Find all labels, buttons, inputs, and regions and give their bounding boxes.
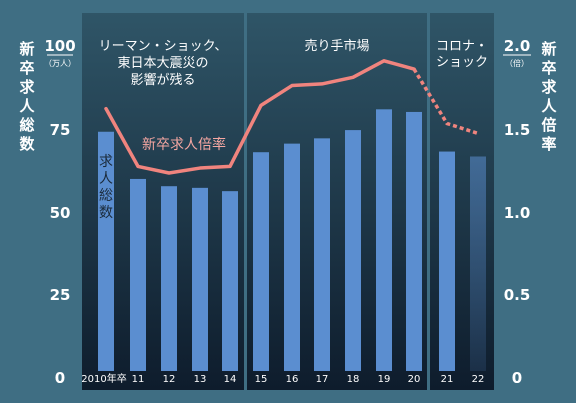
bar-6 [284, 143, 300, 371]
x-tick-0: 2010年卒 [81, 372, 126, 385]
bar-8 [345, 130, 361, 371]
x-tick-4: 14 [224, 374, 237, 385]
left-axis-unit: （万人） [44, 59, 76, 68]
period-panel-2 [247, 13, 427, 390]
bar-2 [161, 186, 177, 371]
line-series [104, 59, 479, 175]
x-tick-7: 17 [316, 374, 329, 385]
period-1-line-3: 影響が残る [130, 72, 195, 88]
right-tick-1-0: 1.0 [504, 204, 531, 222]
x-tick-3: 13 [194, 374, 207, 385]
left-tick-25: 25 [50, 286, 71, 304]
x-tick-10: 20 [408, 374, 421, 385]
period-2-line-1: 売り手市場 [304, 38, 369, 54]
left-tick-75: 75 [50, 121, 71, 139]
bar-11 [439, 151, 455, 371]
period-1-line-2: 東日本大震災の [117, 55, 208, 71]
left-tick-100: 100 [44, 37, 75, 55]
left-tick-0: 0 [55, 369, 65, 387]
x-tick-2: 12 [163, 374, 176, 385]
bar-5 [253, 152, 269, 371]
bar-series [98, 109, 486, 371]
period-3-line-2: ショック [436, 55, 488, 70]
x-tick-8: 18 [347, 374, 360, 385]
right-axis-unit: （倍） [505, 58, 529, 68]
bar-10 [406, 111, 422, 371]
right-tick-0: 0 [512, 369, 522, 387]
right-axis-title: 新卒求人倍率 [541, 40, 557, 153]
x-tick-12: 22 [472, 374, 485, 385]
x-tick-labels: 2010年卒 11 12 13 14 15 16 17 18 19 20 21 22 [81, 372, 484, 385]
bar-1 [130, 178, 146, 371]
right-tick-0-5: 0.5 [504, 286, 531, 304]
left-axis-title: 新卒求人総数 [19, 40, 35, 153]
left-axis: 新卒求人総数 100 （万人） 75 50 25 0 [19, 37, 76, 387]
x-tick-1: 11 [132, 374, 145, 385]
x-tick-6: 16 [286, 374, 299, 385]
bar-12 [470, 156, 486, 371]
bar-4 [222, 191, 238, 371]
period-annotation-2: 売り手市場 [304, 38, 369, 54]
bar-series-label: 求人総数 [99, 154, 113, 221]
period-1-line-1: リーマン・ショック、 [99, 39, 228, 54]
bar-7 [314, 138, 330, 371]
period-annotation-3: コロナ・ ショック [436, 39, 488, 70]
line-series-label: 新卒求人倍率 [142, 136, 226, 153]
bar-9 [376, 109, 392, 371]
bar-0 [98, 131, 114, 371]
x-tick-11: 21 [441, 374, 454, 385]
right-axis: 新卒求人倍率 2.0 （倍） 1.5 1.0 0.5 0 [503, 37, 557, 387]
period-annotation-1: リーマン・ショック、 東日本大震災の 影響が残る [99, 39, 228, 88]
bar-3 [192, 187, 208, 371]
x-tick-9: 19 [378, 374, 391, 385]
x-tick-5: 15 [255, 374, 268, 385]
right-tick-1-5: 1.5 [504, 121, 531, 139]
right-tick-2-0: 2.0 [504, 37, 531, 55]
left-tick-50: 50 [50, 204, 71, 222]
period-3-line-1: コロナ・ [436, 39, 488, 54]
